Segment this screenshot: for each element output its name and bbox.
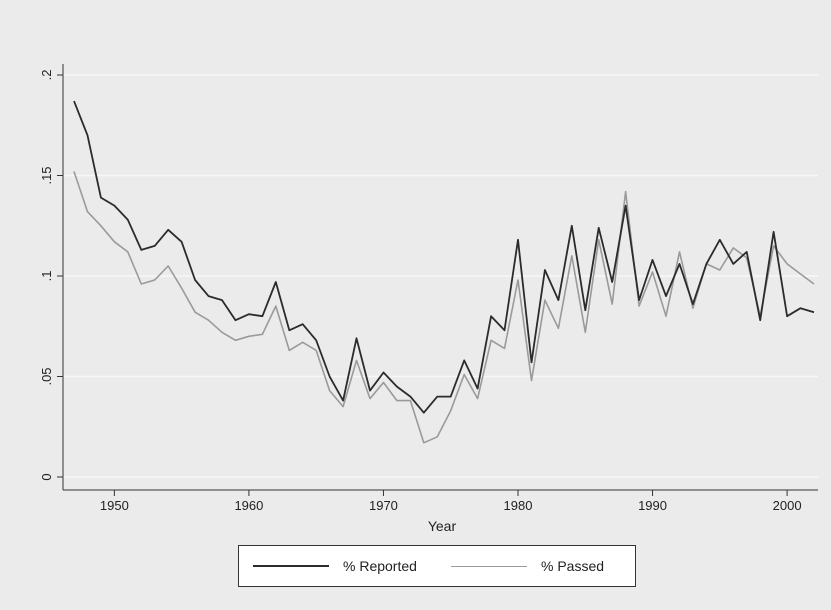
legend-label-passed: % Passed — [541, 558, 605, 574]
series-lines — [73, 100, 815, 444]
y-tick-label: .15 — [39, 166, 54, 184]
legend-swatch-passed — [451, 565, 527, 567]
series-line-reported — [73, 100, 815, 414]
x-tick-label: 2000 — [773, 498, 802, 513]
axes — [57, 64, 818, 496]
x-tick-label: 1960 — [234, 498, 263, 513]
legend-item-reported: % Reported — [239, 558, 437, 574]
x-tick-label: 1970 — [369, 498, 398, 513]
x-tick-label: 1950 — [100, 498, 129, 513]
legend-label-reported: % Reported — [343, 558, 417, 574]
legend: % Reported % Passed — [238, 545, 636, 587]
y-tick-label: .1 — [39, 271, 54, 282]
plot-area — [63, 64, 818, 490]
x-tick-label: 1980 — [504, 498, 533, 513]
y-tick-label: .05 — [39, 367, 54, 385]
x-tick-label: 1990 — [638, 498, 667, 513]
legend-swatch-reported — [253, 565, 329, 567]
y-tick-label: 0 — [39, 473, 54, 480]
y-tick-label: .2 — [39, 70, 54, 81]
x-axis-title: Year — [428, 518, 457, 534]
tick-labels: 0 .05 .1 .15 .2 1950 1960 1970 1980 1990 2000 — [39, 70, 802, 513]
gridlines — [63, 64, 818, 490]
legend-item-passed: % Passed — [437, 558, 635, 574]
